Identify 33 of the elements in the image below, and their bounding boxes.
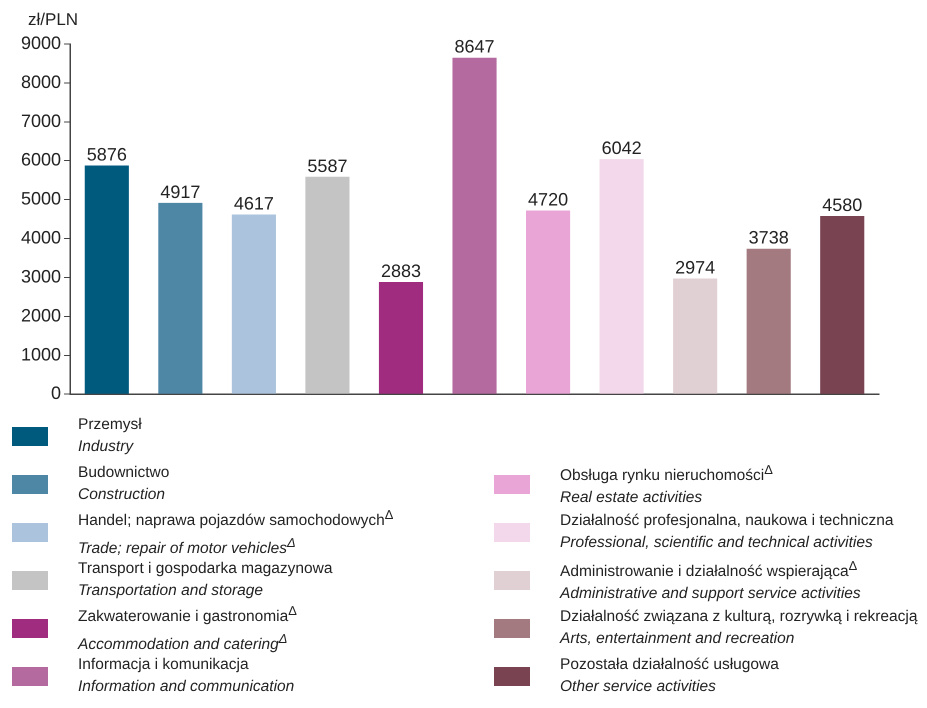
y-tick-label: 4000 <box>20 228 62 248</box>
y-tick-label: 9000 <box>20 32 62 53</box>
legend-label: Przemysł Industry <box>78 415 142 457</box>
data-label: 5876 <box>86 144 127 165</box>
legend-label: Informacja i komunikacja Information and communication <box>78 655 294 697</box>
y-tick-label: 7000 <box>20 110 62 131</box>
legend-label: Działalność związana z kulturą, rozrywką i rekreacją Arts, entertainment and recreation <box>560 607 918 649</box>
y-tick-label: 6000 <box>20 150 62 170</box>
data-label: 2883 <box>380 260 422 281</box>
y-tick-label: 0 <box>51 383 62 404</box>
data-label: 5587 <box>307 156 348 176</box>
y-axis-title: zł/PLN <box>28 10 78 30</box>
data-label: 2974 <box>675 257 716 278</box>
data-label: 4720 <box>528 190 568 210</box>
legend-label: Administrowanie i działalność wspierająca$^{Δ}$ Administrative and support service activities <box>560 556 861 604</box>
data-label: 6042 <box>602 138 642 158</box>
data-label: 4617 <box>234 194 274 214</box>
y-tick-label: 3000 <box>20 266 62 286</box>
legend-label: Pozostała działalność usługowa Other service activities <box>560 655 779 697</box>
data-label: 4917 <box>160 182 200 202</box>
legend-label: Działalność profesjonalna, naukowa i techniczna Professional, scientific and technical activities <box>560 511 894 553</box>
y-tick-label: 5000 <box>20 188 62 209</box>
y-tick-label: 1000 <box>20 344 62 364</box>
data-label: 4580 <box>822 194 862 215</box>
data-label: 3738 <box>748 228 789 248</box>
legend-label: Budownictwo Construction <box>78 463 170 505</box>
text: Zakwaterowanie i gastronomia$^{Δ}$ Accommodation and catering$^{Δ}$ <box>78 602 297 654</box>
y-tick-label: 8000 <box>20 72 62 92</box>
text: Obsługa rynku nieruchomości$^{Δ}$ Real estate activities <box>560 462 773 506</box>
text: Handel; naprawa pojazdów samochodowych$^{Δ}$ Trade; repair of motor vehicles$^{Δ}$ <box>78 506 394 558</box>
data-label: 8647 <box>454 36 495 57</box>
legend-label: Transport i gospodarka magazynowa Transportation and storage <box>78 559 332 601</box>
y-tick-label: 2000 <box>20 305 62 326</box>
